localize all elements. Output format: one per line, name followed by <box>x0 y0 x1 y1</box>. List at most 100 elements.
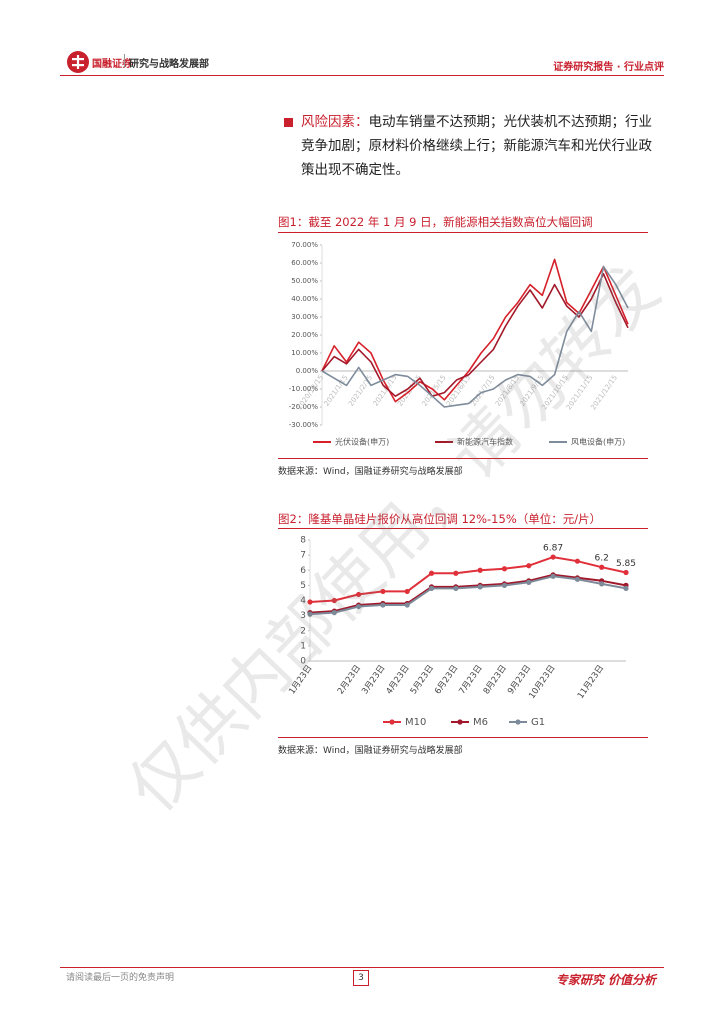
point-marker <box>453 570 459 576</box>
y-tick-label: 60.00% <box>291 259 318 267</box>
point-marker <box>380 588 386 595</box>
y-tick-label: 7 <box>300 551 306 561</box>
page-number: 3 <box>353 970 369 986</box>
y-tick-label: 4 <box>300 596 306 606</box>
y-tick-label: 50.00% <box>291 277 318 285</box>
footer-rule <box>60 967 664 968</box>
legend-label: 光伏设备(申万) <box>335 437 389 447</box>
legend-label: 新能源汽车指数 <box>457 437 513 447</box>
point-marker <box>599 564 605 570</box>
x-tick-label: 7月23日 <box>457 663 484 696</box>
figure-title: 图1：截至 2022 年 1 月 9 日，新能源相关指数高位大幅回调 <box>278 215 593 229</box>
data-label: 6.87 <box>543 544 563 554</box>
point-marker <box>428 585 435 591</box>
point-marker <box>550 573 556 579</box>
point-marker <box>599 581 605 587</box>
point-marker <box>526 563 532 569</box>
point-marker <box>477 584 483 590</box>
y-tick-label: 70.00% <box>291 241 318 249</box>
risk-label: 风险因素： <box>301 114 369 130</box>
series-line <box>309 573 627 614</box>
x-tick-label: 2021/7/15 <box>469 374 496 408</box>
data-label: 5.85 <box>616 559 636 569</box>
point-marker <box>623 585 629 591</box>
y-tick-label: 8 <box>300 536 306 546</box>
legend-label: M10 <box>405 717 426 728</box>
report-type: 证券研究报告 · 行业点评 <box>553 62 664 73</box>
x-tick-label: 6月23日 <box>433 663 460 696</box>
legend-label: 风电设备(申万) <box>571 437 625 447</box>
data-label: 6.2 <box>595 554 609 564</box>
x-tick-label: 2月23日 <box>336 663 363 696</box>
x-tick-label: 4月23日 <box>384 663 411 696</box>
dept: 研究与战略发展部 <box>129 59 209 70</box>
y-tick-label: 10.00% <box>291 349 318 357</box>
y-tick-label: 20.00% <box>291 331 318 339</box>
figure-title: 图2：隆基单晶硅片报价从高位回调 12%-15%（单位：元/片） <box>278 512 602 526</box>
point-marker <box>623 569 629 576</box>
disclaimer: 请阅读最后一页的免责声明 <box>66 973 175 983</box>
x-tick-label: 11月23日 <box>576 663 606 700</box>
point-marker <box>574 558 580 564</box>
chart: 70.00% 60.00% 50.00% 40.00% 30.00% 20.00% 10.0… <box>289 241 629 447</box>
bullet <box>284 118 293 127</box>
point-marker <box>404 602 410 608</box>
risk-paragraph: 风险因素：电动车销量不达预期；光伏装机不达预期；行业竞争加剧；原材料价格继续上行… <box>301 110 663 182</box>
y-tick-label: 30.00% <box>291 313 318 321</box>
point-marker <box>428 570 435 576</box>
y-tick-label: -30.00% <box>289 421 319 429</box>
x-tick-label: 5月23日 <box>409 663 436 696</box>
y-tick-label: -10.00% <box>289 385 319 393</box>
logo-text: 国融证券 <box>92 59 132 70</box>
point-marker <box>307 611 313 617</box>
point-marker <box>331 610 337 616</box>
chart: 0 1 2 3 4 5 6 7 8 1月23日 2月23日3月23日4月23日5月23日6月23日7… <box>287 536 636 729</box>
x-tick-label: 1月23日 <box>287 663 314 696</box>
figure-source: 数据来源：Wind，国融证券研究与战略发展部 <box>278 746 463 756</box>
y-tick-label: 3 <box>300 611 306 621</box>
point-marker <box>356 591 362 598</box>
header-divider <box>124 54 125 68</box>
slogan: 专家研究 价值分析 <box>555 973 656 987</box>
x-tick-label: 3月23日 <box>360 663 387 696</box>
series-line <box>321 258 629 403</box>
legend-label: M6 <box>473 717 488 728</box>
point-marker <box>501 582 508 588</box>
y-tick-label: 2 <box>300 626 306 636</box>
x-tick-label: 8月23日 <box>482 663 509 696</box>
point-marker <box>356 603 362 610</box>
risk-text: 电动车销量不达预期；光伏装机不达预期；行业竞争加剧；原材料价格继续上行；新能源汽… <box>301 114 652 178</box>
legend-label: G1 <box>531 717 545 728</box>
point-marker <box>404 588 410 595</box>
y-tick-label: 5 <box>300 581 306 591</box>
figure-rule <box>278 737 648 738</box>
y-tick-label: 0 <box>300 657 306 667</box>
point-marker <box>550 554 556 560</box>
legend-marker <box>457 719 463 725</box>
series-line <box>321 265 629 408</box>
figure-source: 数据来源：Wind，国融证券研究与战略发展部 <box>278 467 463 477</box>
point-marker <box>453 585 459 591</box>
point-marker <box>477 567 483 573</box>
point-marker <box>501 566 508 572</box>
y-tick-label: 40.00% <box>291 295 318 303</box>
logo-icon <box>67 51 89 73</box>
figure-rule <box>278 232 648 233</box>
y-tick-label: 0.00% <box>296 367 319 375</box>
point-marker <box>574 576 580 582</box>
legend-marker <box>389 719 395 725</box>
y-tick-label: -20.00% <box>289 403 319 411</box>
point-marker <box>331 597 337 604</box>
header-rule <box>60 75 664 76</box>
y-tick-label: 6 <box>300 566 306 576</box>
series-line <box>309 575 627 616</box>
point-marker <box>380 602 386 608</box>
y-tick-label: 1 <box>300 641 306 651</box>
figure-rule <box>278 528 648 529</box>
point-marker <box>526 579 532 585</box>
figure-rule <box>278 458 648 459</box>
series-line <box>309 556 627 603</box>
point-marker <box>307 599 313 605</box>
legend-marker <box>515 719 521 725</box>
